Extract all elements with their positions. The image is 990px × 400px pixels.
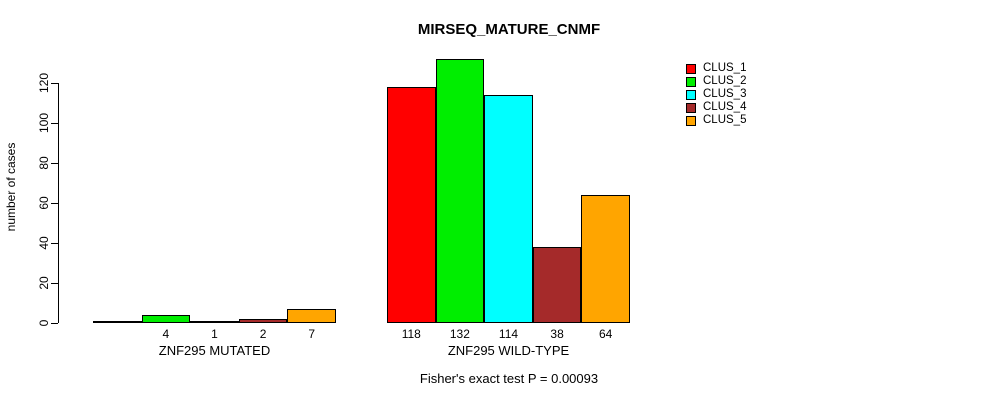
fisher-test-annotation: Fisher's exact test P = 0.00093 bbox=[419, 371, 599, 386]
chart-title: MIRSEQ_MATURE_CNMF bbox=[417, 21, 601, 38]
bar-clus_5-znf295-wild-type bbox=[581, 195, 630, 323]
y-axis-tick bbox=[51, 323, 58, 324]
legend: CLUS_1 CLUS_2 CLUS_3 CLUS_4 CLUS_5 bbox=[686, 62, 746, 127]
legend-label: CLUS_4 bbox=[703, 101, 747, 113]
bar-value-label: 118 bbox=[401, 327, 421, 341]
y-axis-tick-label: 100 bbox=[37, 112, 51, 134]
legend-swatch-clus_2 bbox=[686, 76, 696, 87]
legend-swatch-clus_5 bbox=[686, 115, 696, 126]
group-label-znf295-wild-type: ZNF295 WILD-TYPE bbox=[447, 343, 570, 358]
legend-swatch-clus_4 bbox=[686, 102, 696, 113]
y-axis-tick-label: 60 bbox=[37, 196, 51, 210]
y-axis-line bbox=[58, 83, 59, 323]
bar-value-label: 132 bbox=[449, 327, 470, 341]
legend-swatch-clus_1 bbox=[686, 63, 696, 74]
bar-clus_4-znf295-wild-type bbox=[532, 247, 582, 323]
y-axis-tick bbox=[51, 203, 58, 204]
bar-value-label: 4 bbox=[162, 327, 170, 341]
y-axis-tick bbox=[51, 83, 58, 84]
bar-value-label: 1 bbox=[211, 327, 218, 341]
y-axis-tick bbox=[51, 123, 58, 124]
y-axis-tick bbox=[51, 163, 58, 164]
y-axis-tick-label: 20 bbox=[37, 276, 51, 290]
bar-value-label: 114 bbox=[498, 327, 519, 341]
y-axis-label: number of cases bbox=[4, 142, 18, 232]
bar-clus_1-znf295-wild-type bbox=[387, 87, 436, 323]
y-axis-tick-label: 0 bbox=[37, 319, 51, 327]
bar-clus_5-znf295-mutated bbox=[287, 309, 336, 323]
legend-item-clus_5: CLUS_5 bbox=[686, 114, 746, 127]
bar-value-label: 64 bbox=[599, 327, 613, 341]
bar-clus_3-znf295-wild-type bbox=[484, 95, 533, 323]
legend-item-clus_1: CLUS_1 bbox=[686, 62, 746, 75]
legend-swatch-clus_3 bbox=[686, 89, 696, 100]
legend-item-clus_2: CLUS_2 bbox=[686, 75, 746, 88]
y-axis-tick-label: 80 bbox=[37, 156, 51, 170]
legend-label: CLUS_5 bbox=[703, 114, 747, 126]
legend-label: CLUS_1 bbox=[703, 62, 747, 74]
bar-clus_2-znf295-mutated bbox=[141, 315, 191, 323]
y-axis-tick bbox=[51, 243, 58, 244]
bar-clus_2-znf295-wild-type bbox=[435, 59, 485, 323]
legend-item-clus_4: CLUS_4 bbox=[686, 101, 746, 114]
bar-clus_3-znf295-mutated bbox=[190, 321, 239, 323]
y-axis-tick-label: 120 bbox=[37, 72, 51, 94]
legend-label: CLUS_3 bbox=[703, 88, 747, 100]
group-label-znf295-mutated: ZNF295 MUTATED bbox=[158, 343, 271, 358]
bar-value-label: 7 bbox=[308, 327, 316, 341]
y-axis-tick-label: 40 bbox=[37, 236, 51, 250]
legend-item-clus_3: CLUS_3 bbox=[686, 88, 746, 101]
bar-value-label: 38 bbox=[550, 327, 564, 341]
bar-clus_1-znf295-mutated bbox=[93, 321, 142, 323]
bar-value-label: 2 bbox=[259, 327, 267, 341]
bar-clus_4-znf295-mutated bbox=[238, 319, 288, 323]
legend-label: CLUS_2 bbox=[703, 75, 747, 87]
y-axis-tick bbox=[51, 283, 58, 284]
